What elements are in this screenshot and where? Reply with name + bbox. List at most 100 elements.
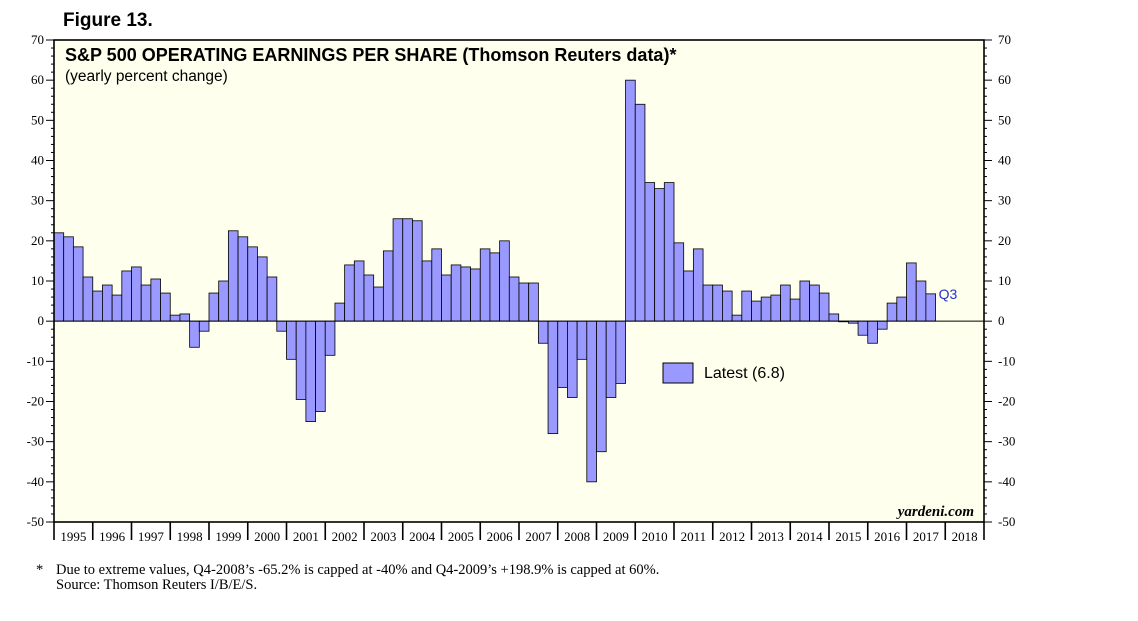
bar bbox=[382, 250, 394, 322]
bar bbox=[450, 264, 462, 322]
y-tick-label-right: 50 bbox=[998, 112, 1011, 127]
bar bbox=[596, 320, 607, 453]
y-tick-label-left: 40 bbox=[31, 153, 44, 168]
x-year-label: 2008 bbox=[564, 529, 590, 544]
bar bbox=[760, 296, 772, 322]
bar bbox=[160, 292, 171, 322]
y-tick-label-left: 20 bbox=[31, 233, 44, 248]
bar bbox=[683, 270, 694, 322]
x-year-label: 2009 bbox=[603, 529, 629, 544]
chart-title: S&P 500 OPERATING EARNINGS PER SHARE (Th… bbox=[65, 45, 676, 65]
chart-subtitle: (yearly percent change) bbox=[65, 68, 228, 85]
bar bbox=[925, 293, 936, 322]
bar bbox=[227, 230, 239, 322]
bar bbox=[576, 320, 588, 360]
y-tick-label-left: 60 bbox=[31, 72, 44, 87]
footnote: * Due to extreme values, Q4-2008’s -65.2… bbox=[36, 563, 659, 593]
bar bbox=[489, 252, 501, 322]
x-year-label: 2018 bbox=[952, 529, 978, 544]
bar bbox=[886, 302, 898, 322]
bar bbox=[809, 284, 820, 322]
bar bbox=[654, 188, 665, 322]
bar bbox=[392, 218, 404, 322]
bar bbox=[731, 314, 743, 322]
bar bbox=[82, 276, 94, 322]
x-year-label: 2015 bbox=[835, 529, 861, 544]
bar bbox=[373, 286, 384, 322]
axes: -50 -50 -40 -40 -30 -30 -20 -20 -10 -10 0 0 10 10 20 20… bbox=[27, 32, 1016, 544]
bar bbox=[702, 284, 714, 322]
bar bbox=[353, 260, 365, 322]
bar bbox=[508, 276, 520, 322]
y-tick-label-left: 30 bbox=[31, 193, 44, 208]
x-year-label: 2016 bbox=[874, 529, 901, 544]
y-tick-label-right: 10 bbox=[998, 273, 1011, 288]
y-tick-label-right: -20 bbox=[998, 394, 1015, 409]
x-year-label: 2011 bbox=[681, 529, 707, 544]
bar bbox=[857, 320, 869, 336]
y-tick-label-right: 40 bbox=[998, 153, 1011, 168]
bar bbox=[305, 320, 316, 422]
bar bbox=[198, 320, 210, 332]
bar bbox=[479, 248, 491, 322]
y-tick-label-left: -10 bbox=[27, 353, 44, 368]
bar bbox=[460, 266, 471, 322]
bar bbox=[295, 320, 307, 400]
bar bbox=[247, 246, 258, 322]
bar bbox=[92, 290, 103, 322]
bar bbox=[586, 320, 597, 483]
y-tick-label-right: -10 bbox=[998, 353, 1015, 368]
bar bbox=[915, 280, 927, 322]
bar bbox=[131, 266, 142, 322]
bar bbox=[208, 292, 220, 322]
y-tick-label-left: 0 bbox=[38, 313, 45, 328]
bar bbox=[906, 262, 917, 322]
x-year-label: 2003 bbox=[370, 529, 396, 544]
x-year-label: 2006 bbox=[487, 529, 514, 544]
bar bbox=[499, 240, 510, 322]
bar bbox=[102, 284, 113, 322]
figure-label: Figure 13. bbox=[63, 10, 153, 31]
bar bbox=[286, 320, 297, 360]
bar bbox=[722, 290, 733, 322]
bar bbox=[344, 264, 355, 322]
bar bbox=[111, 294, 123, 322]
bar bbox=[634, 103, 646, 322]
bar bbox=[877, 320, 888, 330]
bar bbox=[712, 284, 723, 322]
y-tick-label-right: 70 bbox=[998, 32, 1011, 47]
bar bbox=[770, 294, 781, 322]
x-year-label: 2010 bbox=[642, 529, 668, 544]
bar bbox=[140, 284, 152, 322]
bar bbox=[799, 280, 811, 322]
y-tick-label-right: 60 bbox=[998, 72, 1011, 87]
x-year-label: 2017 bbox=[913, 529, 940, 544]
bar bbox=[537, 320, 549, 344]
y-tick-label-right: -30 bbox=[998, 434, 1015, 449]
bar bbox=[673, 242, 685, 322]
bar bbox=[692, 248, 704, 322]
legend-label: Latest (6.8) bbox=[704, 365, 785, 382]
bar bbox=[276, 320, 287, 332]
x-year-label: 2005 bbox=[448, 529, 474, 544]
bar bbox=[828, 313, 840, 322]
x-year-label: 1995 bbox=[60, 529, 86, 544]
bar bbox=[644, 182, 656, 322]
footnote-source: Source: Thomson Reuters I/B/E/S. bbox=[56, 577, 258, 593]
latest-period-label: Q3 bbox=[939, 286, 958, 302]
legend-swatch bbox=[662, 362, 694, 384]
y-tick-label-left: 10 bbox=[31, 273, 44, 288]
bar bbox=[150, 278, 161, 322]
y-tick-label-left: 70 bbox=[31, 32, 44, 47]
bar bbox=[334, 302, 346, 322]
x-year-label: 2001 bbox=[293, 529, 319, 544]
bar bbox=[470, 268, 481, 322]
bar bbox=[266, 276, 278, 322]
watermark: yardeni.com bbox=[896, 504, 974, 520]
x-year-label: 2012 bbox=[719, 529, 745, 544]
bar bbox=[72, 246, 84, 322]
bar bbox=[751, 300, 762, 322]
bar bbox=[741, 290, 752, 322]
y-tick-label-right: 0 bbox=[998, 313, 1005, 328]
